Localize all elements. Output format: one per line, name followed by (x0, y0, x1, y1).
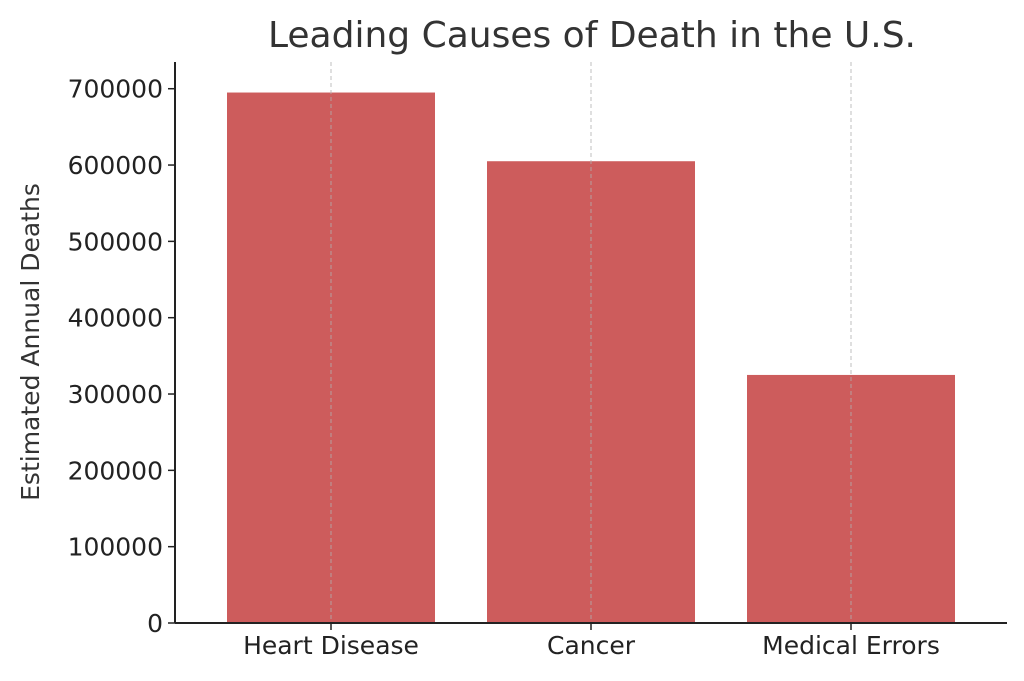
x-axis-ticks: Heart Disease Cancer Medical Errors (243, 623, 940, 660)
y-axis-label: Estimated Annual Deaths (16, 183, 45, 501)
y-axis-ticks: 0 100000 200000 300000 400000 500000 600000 700… (68, 75, 175, 638)
y-tick-label: 500000 (68, 227, 163, 256)
x-tick-label: Cancer (547, 631, 636, 660)
chart-title: Leading Causes of Death in the U.S. (268, 15, 916, 56)
y-tick-label: 600000 (68, 151, 163, 180)
y-tick-label: 400000 (68, 304, 163, 333)
x-tick-label: Heart Disease (243, 631, 419, 660)
y-tick-label: 300000 (68, 380, 163, 409)
y-tick-label: 0 (147, 609, 163, 638)
y-tick-label: 100000 (68, 533, 163, 562)
x-tick-label: Medical Errors (762, 631, 940, 660)
y-tick-label: 200000 (68, 456, 163, 485)
y-tick-label: 700000 (68, 75, 163, 104)
grid-lines-overlay (330, 62, 852, 623)
